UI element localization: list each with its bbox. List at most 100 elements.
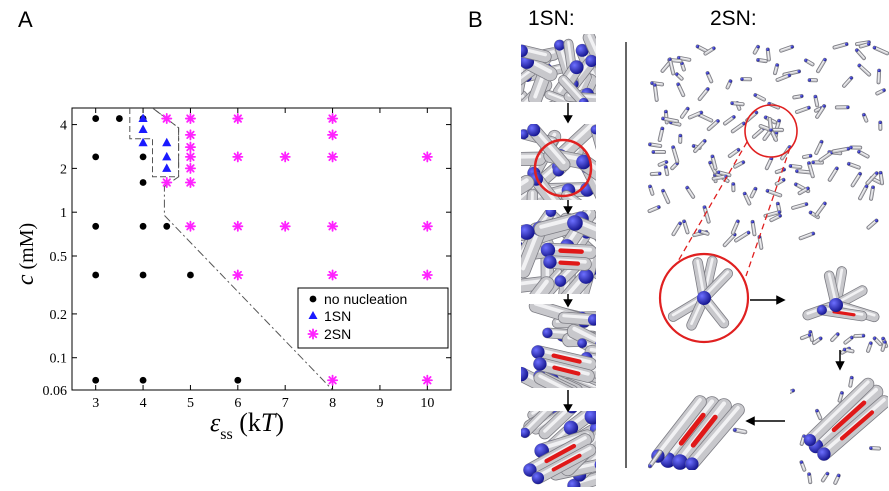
y-tick-label: 1: [60, 206, 67, 221]
point-2sn: [232, 220, 244, 232]
zoom-line-left: [676, 141, 748, 264]
x-tick-label: 4: [140, 396, 147, 411]
y-tick-label: 0.2: [50, 308, 68, 323]
point-no-nucleation: [115, 115, 123, 122]
point-no-nucleation: [92, 376, 100, 384]
zoom-line-right: [745, 147, 791, 277]
point-2sn: [279, 151, 291, 163]
snapshot-1sn-3: [521, 210, 596, 294]
x-axis-unit-t: T: [261, 408, 277, 437]
point-1sn: [138, 137, 148, 147]
point-2sn: [232, 151, 244, 163]
point-no-nucleation: [187, 271, 194, 279]
x-tick-label: 7: [282, 396, 289, 411]
y-tick-label: 4: [60, 119, 67, 134]
point-2sn: [421, 151, 433, 163]
x-axis-unit-open: (k: [233, 408, 261, 437]
legend-label-no-nucleation: no nucleation: [324, 291, 407, 307]
point-no-nucleation: [92, 115, 100, 122]
point-2sn: [184, 176, 196, 188]
y-tick-label: 0.1: [50, 352, 68, 367]
point-2sn: [232, 269, 244, 281]
point-1sn: [138, 124, 148, 134]
point-2sn: [421, 269, 433, 281]
point-2sn: [161, 176, 173, 188]
point-no-nucleation: [92, 222, 100, 230]
legend-box: [297, 287, 449, 349]
y-axis: 0.06 0.1 0.2 0.5 1 2 4: [43, 119, 451, 399]
column-title-1sn: 1SN:: [528, 7, 575, 30]
point-2sn: [421, 220, 433, 232]
boundary-2sn-line: [152, 108, 333, 390]
y-axis-symbol: c: [13, 274, 39, 285]
point-2sn: [232, 113, 244, 125]
column-title-2sn: 2SN:: [710, 7, 757, 30]
x-axis: 3 4 5 6 7 8 9 10: [92, 108, 434, 411]
data-points: [92, 113, 433, 386]
point-no-nucleation: [139, 153, 147, 161]
point-2sn: [184, 220, 196, 232]
snapshot-2sn-nucleus: [667, 255, 733, 331]
point-2sn: [184, 141, 196, 153]
x-tick-label: 5: [187, 396, 194, 411]
plot-frame: [71, 107, 452, 391]
point-2sn: [327, 151, 339, 163]
legend-marker-no-nucleation: [309, 295, 317, 303]
legend-label-1sn: 1SN: [324, 308, 351, 324]
legend-asterisk: [307, 328, 319, 340]
point-2sn: [327, 374, 339, 386]
point-2sn: [327, 113, 339, 125]
legend-marker-2sn: [307, 328, 319, 340]
snapshot-2sn-cluster: [799, 266, 889, 355]
panel-label-a: A: [18, 7, 33, 32]
x-axis-title: εss (kT): [210, 408, 284, 443]
x-tick-label: 9: [376, 396, 383, 411]
x-tick-label: 3: [92, 396, 99, 411]
snapshot-1sn-5: [521, 411, 596, 487]
point-2sn: [184, 129, 196, 141]
arrows-2sn: [745, 295, 845, 426]
point-1sn: [162, 137, 172, 147]
point-2sn: [184, 113, 196, 125]
snapshot-1sn-1: [521, 34, 596, 102]
y-tick-label: 2: [60, 162, 67, 177]
point-no-nucleation: [92, 153, 100, 161]
legend: no nucleation 1SN 2SN: [297, 287, 449, 349]
point-1sn: [162, 151, 172, 161]
nucleus-highlight-2sn-large: [658, 252, 750, 344]
point-no-nucleation: [92, 271, 100, 279]
snapshot-2sn-crystal: [648, 395, 748, 470]
nucleus-highlight-1sn: [533, 138, 593, 198]
y-axis-title: c (mM): [13, 223, 39, 285]
point-2sn: [421, 374, 433, 386]
point-no-nucleation: [139, 179, 147, 186]
arrows-1sn: [563, 103, 573, 413]
x-axis-unit-close: ): [275, 408, 284, 437]
point-2sn: [279, 220, 291, 232]
point-2sn: [327, 129, 339, 141]
snapshot-2sn-field: [647, 40, 889, 250]
x-axis-subscript: ss: [220, 426, 232, 443]
point-no-nucleation: [139, 376, 147, 384]
y-axis-unit: (mM): [16, 223, 38, 275]
point-no-nucleation: [163, 222, 171, 230]
snapshot-1sn-4: [521, 304, 596, 388]
point-1sn: [138, 113, 148, 123]
snapshot-2sn-growth: [790, 375, 888, 485]
y-tick-label: 0.5: [50, 250, 68, 265]
point-2sn: [327, 269, 339, 281]
point-2sn: [327, 220, 339, 232]
point-no-nucleation: [139, 222, 147, 230]
point-1sn: [162, 163, 172, 172]
x-tick-label: 6: [234, 396, 241, 411]
point-2sn: [184, 151, 196, 163]
legend-label-2sn: 2SN: [324, 326, 351, 342]
point-no-nucleation: [139, 271, 147, 279]
point-no-nucleation: [234, 376, 242, 384]
point-2sn: [184, 162, 196, 174]
snapshot-1sn-2: [521, 124, 596, 200]
x-axis-symbol: ε: [210, 408, 221, 437]
x-tick-label: 8: [329, 396, 336, 411]
panel-label-b: B: [468, 7, 483, 32]
